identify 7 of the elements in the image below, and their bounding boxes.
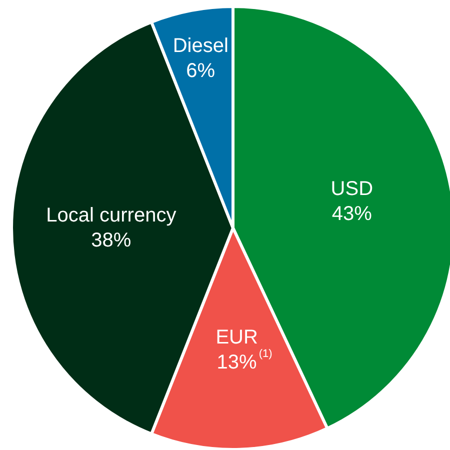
data-label: 43% <box>332 202 372 225</box>
slice-label: Local currency <box>46 204 176 227</box>
slice-label: USD <box>330 178 374 200</box>
data-label: 38% <box>91 230 132 252</box>
slice-label: Diesel <box>172 34 228 57</box>
slice-label: EUR <box>216 326 258 348</box>
data-label: 6% <box>186 60 216 82</box>
